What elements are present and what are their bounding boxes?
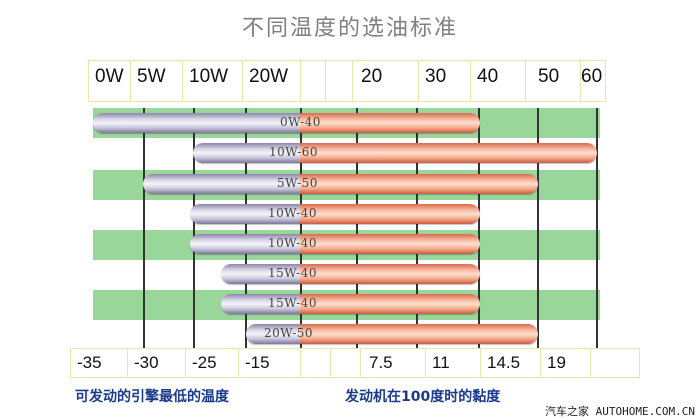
caption-viscosity-100c: 发动机在100度时的黏度 [345, 389, 501, 405]
top-grade-axis: 0W 5W 10W 20W 20 30 40 50 60 [88, 60, 606, 102]
grid-line [143, 108, 145, 348]
bar-label: 5W-50 [277, 176, 318, 190]
bottom-tick: 11 [426, 349, 481, 377]
top-tick: 5W [131, 61, 183, 101]
top-tick [326, 61, 353, 101]
grid-line [245, 108, 247, 348]
bottom-tick: 19 [541, 349, 591, 377]
hot-segment [300, 264, 480, 284]
cold-segment [221, 294, 300, 314]
bar-label: 10W-40 [268, 236, 318, 250]
oil-bar-5w-50: 5W-50 [143, 174, 538, 194]
bar-label: 15W-40 [268, 266, 318, 280]
cold-segment [143, 174, 300, 194]
grid-line [193, 108, 195, 348]
oil-bar-0w-40: 0W-40 [93, 113, 480, 133]
bar-label: 0W-40 [280, 115, 321, 129]
top-tick: 30 [419, 61, 471, 101]
cold-segment [93, 113, 300, 133]
bar-label: 20W-50 [264, 326, 314, 340]
cold-segment [246, 324, 300, 344]
bottom-tick: 7.5 [361, 349, 426, 377]
hot-segment [300, 174, 538, 194]
top-tick: 20 [353, 61, 419, 101]
top-tick: 20W [243, 61, 301, 101]
cold-segment [193, 143, 300, 163]
caption-min-start-temp: 可发动的引擎最低的温度 [75, 389, 229, 405]
top-tick: 40 [471, 61, 526, 101]
bottom-tick [301, 349, 331, 377]
cold-segment [190, 234, 300, 254]
chart-title: 不同温度的选油标准 [241, 16, 458, 41]
bottom-tick: -35 [71, 349, 128, 377]
oil-bar-10w-40: 10W-40 [190, 234, 480, 254]
hot-segment [300, 204, 480, 224]
grid-line [478, 108, 480, 348]
bottom-tick: -30 [128, 349, 186, 377]
hot-segment [300, 294, 480, 314]
oil-bar-20w-50: 20W-50 [246, 324, 538, 344]
hot-segment [300, 324, 538, 344]
bottom-tick [591, 349, 641, 377]
oil-bar-10w-40: 10W-40 [190, 204, 480, 224]
bar-label: 10W-60 [269, 145, 319, 159]
top-tick [301, 61, 326, 101]
bar-label: 10W-40 [268, 206, 318, 220]
oil-bar-15w-40: 15W-40 [221, 294, 480, 314]
hot-segment [300, 113, 480, 133]
bottom-tick: -25 [186, 349, 239, 377]
cold-segment [190, 204, 300, 224]
oil-bar-15w-40: 15W-40 [221, 264, 480, 284]
bar-label: 15W-40 [268, 296, 318, 310]
grid-line [416, 108, 418, 348]
grid-line [596, 108, 598, 348]
hot-segment [300, 143, 597, 163]
bottom-tick: -15 [239, 349, 301, 377]
bottom-tick: 14.5 [481, 349, 541, 377]
hot-segment [300, 234, 480, 254]
top-tick: 50 [526, 61, 581, 101]
grid-line [356, 108, 358, 348]
top-tick: 10W [183, 61, 243, 101]
grid-line [300, 108, 302, 348]
grid-line [537, 108, 539, 348]
bottom-tick [331, 349, 361, 377]
bottom-temperature-axis: -35 -30 -25 -15 7.5 11 14.5 19 [70, 348, 640, 378]
top-tick: 0W [89, 61, 131, 101]
oil-bar-10w-60: 10W-60 [193, 143, 597, 163]
cold-segment [221, 264, 300, 284]
watermark: 汽车之家 AUTOHOME.COM.CN [545, 405, 695, 418]
top-tick: 60 [581, 66, 603, 87]
